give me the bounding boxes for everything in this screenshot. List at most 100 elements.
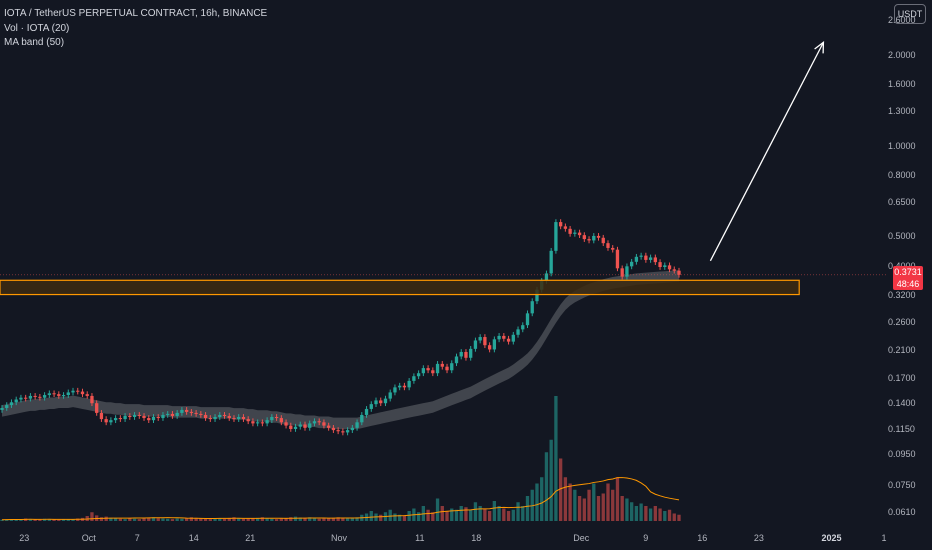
y-tick-label: 0.2600 — [888, 317, 916, 328]
legend-volume[interactable]: Vol · IOTA (20) — [4, 22, 70, 34]
volume-bar — [322, 518, 326, 521]
volume-bar — [104, 516, 108, 521]
y-tick-label: 0.0750 — [888, 479, 916, 490]
x-tick-label: Dec — [573, 533, 590, 543]
volume-bar — [478, 506, 482, 521]
y-tick-label: 0.1150 — [888, 423, 915, 434]
volume-bar — [615, 477, 620, 521]
y-tick-label: 0.3200 — [888, 289, 916, 300]
candle-body — [535, 289, 539, 302]
candles-layer — [0, 219, 681, 436]
y-tick-label: 0.2100 — [888, 345, 916, 356]
legend-ma-band[interactable]: MA band (50) — [4, 37, 65, 48]
volume-bar — [189, 517, 194, 521]
candle-body — [52, 393, 56, 395]
volume-bar — [341, 517, 345, 521]
candle-body — [658, 262, 662, 267]
volume-bar — [184, 518, 189, 521]
candle-body — [85, 394, 89, 396]
volume-bar — [5, 519, 9, 521]
candle-body — [478, 337, 482, 341]
y-tick-label: 1.6000 — [888, 79, 916, 90]
support-zone-box — [0, 279, 800, 296]
volume-bar — [128, 518, 132, 521]
candle-body — [251, 421, 255, 424]
x-tick-label: 23 — [753, 533, 764, 543]
candle-body — [445, 366, 449, 371]
candle-body — [521, 325, 525, 330]
x-tick-label: 18 — [471, 533, 482, 543]
candle-body — [506, 338, 511, 342]
candle-body — [350, 427, 354, 431]
x-tick-label: 2025 — [821, 533, 842, 543]
candle-body — [634, 256, 639, 262]
candle-body — [132, 414, 137, 418]
legend-symbol[interactable]: IOTA / TetherUS PERPETUAL CONTRACT, 16h,… — [4, 8, 268, 19]
volume-bar — [222, 518, 227, 521]
candle-body — [440, 363, 444, 367]
projection-arrow-layer[interactable] — [709, 41, 825, 262]
candle-body — [596, 235, 601, 238]
x-tick-label: Oct — [81, 533, 96, 543]
volume-bar — [123, 519, 127, 521]
volume-bar — [0, 519, 4, 521]
volume-bar — [47, 519, 51, 521]
candle-body — [374, 400, 378, 405]
candle-body — [582, 235, 586, 240]
candle-body — [487, 345, 492, 350]
candle-body — [549, 250, 553, 274]
candle-body — [497, 335, 501, 340]
candle-body — [454, 356, 459, 364]
volume-bar — [9, 519, 14, 521]
candle-body — [606, 243, 610, 248]
volume-bar — [109, 517, 113, 521]
candle-body — [38, 396, 42, 398]
candle-body — [402, 385, 407, 388]
candle-body — [568, 228, 572, 234]
volume-bar — [398, 514, 402, 521]
x-tick-label: 9 — [643, 533, 649, 543]
currency-button[interactable]: USDT — [894, 4, 926, 24]
volume-bar — [445, 511, 449, 521]
candle-body — [99, 412, 104, 420]
volume-bar — [156, 518, 160, 521]
candle-body — [383, 398, 388, 404]
candle-body — [611, 247, 615, 250]
y-tick-label: 1.0000 — [888, 140, 916, 151]
candle-body — [265, 420, 269, 424]
candle-body — [298, 424, 302, 427]
candle-body — [194, 412, 198, 414]
candle-body — [274, 417, 279, 419]
candle-body — [71, 390, 75, 393]
candle-body — [615, 249, 620, 269]
volume-bar — [118, 518, 123, 521]
candle-body — [450, 363, 454, 371]
candle-body — [592, 235, 596, 241]
candle-body — [587, 239, 591, 241]
candle-body — [199, 413, 203, 415]
candle-body — [416, 373, 421, 377]
volume-bar — [525, 496, 530, 521]
volume-bar — [440, 506, 444, 521]
candle-body — [222, 414, 227, 416]
candle-body — [33, 395, 37, 397]
candle-body — [232, 418, 236, 420]
candle-body — [648, 257, 653, 260]
candle-body — [663, 265, 667, 267]
volume-bar — [270, 518, 274, 521]
candle-body — [66, 392, 70, 396]
volume-bar — [464, 507, 468, 521]
volume-bar — [14, 519, 18, 521]
volume-bar — [180, 518, 184, 521]
support-zone-layer[interactable] — [0, 279, 800, 296]
volume-bar — [634, 506, 639, 521]
volume-bar — [388, 509, 392, 521]
volume-bar — [308, 517, 312, 521]
x-tick-label: 11 — [415, 533, 425, 543]
volume-bar — [274, 519, 279, 521]
candle-body — [57, 394, 61, 396]
candle-body — [28, 395, 33, 399]
chart-legend: IOTA / TetherUS PERPETUAL CONTRACT, 16h,… — [4, 7, 267, 51]
volume-bar — [648, 508, 653, 521]
